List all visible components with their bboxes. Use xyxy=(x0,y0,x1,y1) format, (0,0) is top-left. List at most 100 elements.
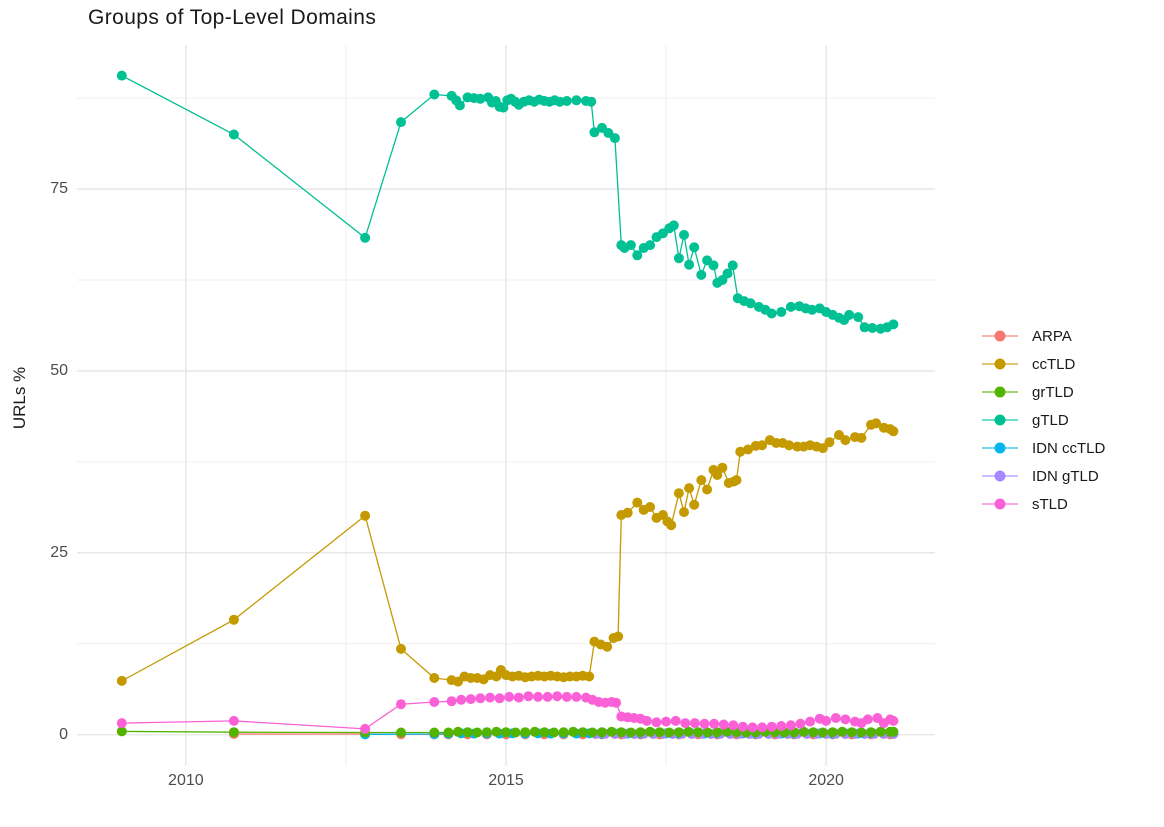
data-point-stld xyxy=(116,718,127,729)
data-point-gtld xyxy=(888,319,899,330)
data-point-stld xyxy=(737,721,748,732)
data-point-cctld xyxy=(613,631,624,642)
data-point-gtld xyxy=(454,100,465,111)
data-point-grtld xyxy=(625,727,636,738)
data-point-stld xyxy=(533,691,543,702)
legend-label: grTLD xyxy=(1032,383,1074,401)
data-point-stld xyxy=(661,716,672,727)
data-point-cctld xyxy=(360,510,371,521)
x-tick-label: 2015 xyxy=(488,772,524,789)
data-point-gtld xyxy=(586,96,597,107)
data-point-stld xyxy=(523,691,534,702)
legend-key-icon xyxy=(982,414,1018,426)
data-point-stld xyxy=(689,718,700,729)
data-point-grtld xyxy=(396,727,406,738)
data-point-grtld xyxy=(817,727,828,738)
legend-label: ccTLD xyxy=(1032,355,1076,373)
data-point-grtld xyxy=(568,726,579,737)
data-point-cctld xyxy=(717,462,728,473)
data-point-gtld xyxy=(589,127,600,138)
legend-label: ARPA xyxy=(1032,327,1072,345)
data-point-stld xyxy=(429,697,440,707)
data-point-stld xyxy=(699,718,710,729)
data-point-gtld xyxy=(696,269,707,280)
legend-item-idn-gtld: IDN gTLD xyxy=(980,462,1105,490)
data-point-grtld xyxy=(645,726,656,737)
data-point-stld xyxy=(641,715,652,726)
series-line-gtld xyxy=(121,75,894,330)
data-point-cctld xyxy=(622,507,633,518)
data-point-stld xyxy=(862,714,873,725)
data-point-cctld xyxy=(824,437,835,448)
data-point-gtld xyxy=(853,312,864,323)
y-tick-label: 50 xyxy=(50,361,68,379)
data-point-stld xyxy=(830,713,841,723)
data-point-stld xyxy=(611,697,622,708)
data-point-grtld xyxy=(491,726,502,737)
data-point-gtld xyxy=(722,268,733,279)
data-point-stld xyxy=(571,691,582,702)
data-point-grtld xyxy=(462,727,473,738)
data-point-grtld xyxy=(888,726,899,737)
data-point-cctld xyxy=(584,671,595,682)
data-point-stld xyxy=(552,691,563,702)
legend-label: gTLD xyxy=(1032,411,1069,429)
data-point-grtld xyxy=(837,726,848,737)
data-point-grtld xyxy=(798,726,809,737)
data-point-grtld xyxy=(856,727,867,738)
legend-key-icon xyxy=(982,358,1018,370)
data-point-cctld xyxy=(429,673,440,683)
legend-key-icon xyxy=(982,386,1018,398)
data-point-grtld xyxy=(702,727,713,738)
data-point-cctld xyxy=(689,499,700,510)
legend-item-grtld: grTLD xyxy=(980,378,1105,406)
data-point-stld xyxy=(821,715,832,726)
data-point-cctld xyxy=(757,440,768,451)
y-tick-label: 25 xyxy=(50,543,68,561)
data-point-cctld xyxy=(731,475,742,486)
data-point-grtld xyxy=(501,727,511,738)
data-point-cctld xyxy=(817,443,828,454)
data-point-grtld xyxy=(616,727,627,738)
chart-title: Groups of Top-Level Domains xyxy=(88,6,377,29)
data-point-cctld xyxy=(702,484,713,495)
data-point-grtld xyxy=(510,727,521,738)
data-point-grtld xyxy=(597,727,607,738)
data-point-grtld xyxy=(472,727,483,738)
data-point-grtld xyxy=(606,726,617,737)
data-point-cctld xyxy=(632,497,643,508)
data-point-grtld xyxy=(116,726,127,737)
data-point-grtld xyxy=(808,727,819,738)
x-tick-label: 2010 xyxy=(168,772,204,789)
data-point-grtld xyxy=(693,727,704,738)
data-point-gtld xyxy=(571,95,582,106)
data-point-gtld xyxy=(116,70,127,81)
legend-key-icon xyxy=(982,498,1018,510)
data-point-stld xyxy=(840,714,851,725)
data-point-grtld xyxy=(549,727,559,738)
data-point-cctld xyxy=(871,418,882,429)
data-point-gtld xyxy=(475,93,486,104)
legend: ARPA ccTLD grTLD gTLD IDN ccTLD IDN gTLD sTLD xyxy=(980,322,1105,518)
data-point-cctld xyxy=(784,440,794,451)
data-point-gtld xyxy=(679,229,689,240)
data-point-grtld xyxy=(866,727,876,738)
data-point-cctld xyxy=(228,614,239,625)
data-point-stld xyxy=(776,721,787,731)
data-point-gtld xyxy=(561,96,572,106)
data-point-grtld xyxy=(712,727,723,738)
data-point-gtld xyxy=(785,301,796,312)
data-point-cctld xyxy=(712,470,723,480)
data-point-gtld xyxy=(859,322,870,333)
data-point-stld xyxy=(795,718,806,729)
data-point-grtld xyxy=(635,727,646,738)
data-point-gtld xyxy=(673,253,684,264)
data-point-gtld xyxy=(360,232,371,243)
y-tick-label: 0 xyxy=(59,725,68,743)
data-point-gtld xyxy=(645,240,656,251)
x-tick-label: 2020 xyxy=(808,772,844,789)
data-point-stld xyxy=(504,691,515,702)
data-point-stld xyxy=(805,716,816,727)
legend-key-icon xyxy=(982,442,1018,454)
